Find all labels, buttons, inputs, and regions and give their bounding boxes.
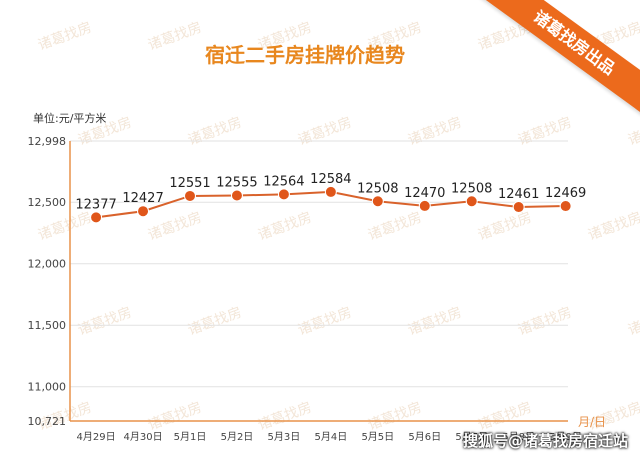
watermark-text: 诸葛找房 xyxy=(296,305,354,339)
watermark-text: 诸葛找房 xyxy=(296,115,354,149)
watermark-text: 诸葛找房 xyxy=(406,305,464,339)
data-point xyxy=(371,195,384,208)
data-label: 12551 xyxy=(169,176,210,191)
data-label: 12564 xyxy=(263,174,304,189)
watermark-text: 诸葛找房 xyxy=(146,20,204,54)
unit-label: 单位:元/平方米 xyxy=(33,111,106,125)
data-point xyxy=(418,199,431,212)
data-label: 12470 xyxy=(404,186,445,201)
data-points xyxy=(90,185,572,224)
y-tick-label: 11,500 xyxy=(28,319,67,332)
data-point xyxy=(465,195,478,208)
x-tick-label: 5月2日 xyxy=(221,431,254,443)
watermark-text: 诸葛找房 xyxy=(406,115,464,149)
watermark-text: 诸葛找房 xyxy=(146,210,204,244)
watermark-text: 诸葛找房 xyxy=(626,115,640,149)
y-tick-label: 11,000 xyxy=(28,381,67,394)
watermark-text: 诸葛找房 xyxy=(476,210,534,244)
data-point xyxy=(137,205,150,218)
watermark-text: 诸葛找房 xyxy=(516,115,574,149)
y-tick-label: 12,000 xyxy=(28,258,67,271)
y-tick-label: 12,998 xyxy=(28,135,67,148)
data-label: 12377 xyxy=(75,197,116,212)
data-point xyxy=(230,189,243,202)
watermark-text: 诸葛找房 xyxy=(256,400,314,434)
data-point xyxy=(559,200,572,213)
x-tick-label: 4月29日 xyxy=(77,431,116,443)
chart-title: 宿迁二手房挂牌价趋势 xyxy=(205,43,405,67)
x-tick-label: 5月4日 xyxy=(314,431,347,443)
data-label: 12555 xyxy=(216,175,257,190)
x-tick-label: 5月3日 xyxy=(268,431,301,443)
watermark-text: 诸葛找房 xyxy=(476,400,534,434)
x-axis-ticks: 4月29日 4月30日 5月1日 5月2日 5月3日 5月4日 5月5日 5月6日 5月7日 5月… xyxy=(77,431,582,443)
watermark-text: 诸葛找房 xyxy=(586,210,640,244)
y-tick-label: 12,500 xyxy=(28,196,67,209)
data-label: 12508 xyxy=(357,181,398,196)
watermark-text: 诸葛找房 xyxy=(36,20,94,54)
watermark-text: 诸葛找房 xyxy=(366,210,424,244)
x-tick-label: 5月6日 xyxy=(408,431,441,443)
x-tick-label: 5月7日 xyxy=(455,431,488,443)
x-tick-label: 5月5日 xyxy=(361,431,394,443)
data-point xyxy=(90,211,103,224)
watermark-text: 诸葛找房 xyxy=(256,210,314,244)
data-labels: 12377 12427 12551 12555 12564 12584 12508 12470… xyxy=(75,172,586,212)
source-credit: 搜狐号@诸葛找房宿迁站 xyxy=(462,432,628,450)
watermark-text: 诸葛找房 xyxy=(146,400,204,434)
data-point xyxy=(183,189,196,202)
watermark-text: 诸葛找房 xyxy=(186,115,244,149)
watermark-text: 诸葛找房 xyxy=(186,305,244,339)
x-axis-label: 月/日 xyxy=(578,415,606,429)
watermark-text: 诸葛找房 xyxy=(76,305,134,339)
data-label: 12469 xyxy=(545,186,586,201)
watermark-text: 诸葛找房 xyxy=(516,305,574,339)
x-tick-label: 5月9日 xyxy=(549,431,582,443)
x-tick-label: 4月30日 xyxy=(123,431,162,443)
data-label: 12584 xyxy=(310,172,351,187)
watermark-text: 诸葛找房 xyxy=(626,305,640,339)
data-label: 12508 xyxy=(451,181,492,196)
data-point xyxy=(324,185,337,198)
watermark-text: 诸葛找房 xyxy=(366,400,424,434)
data-point xyxy=(277,188,290,201)
data-label: 12461 xyxy=(498,187,539,202)
x-tick-label: 5月1日 xyxy=(174,431,207,443)
x-tick-label: 5月8日 xyxy=(502,431,535,443)
watermark-text: 诸葛找房 xyxy=(36,210,94,244)
y-tick-label: 10,721 xyxy=(28,415,67,428)
data-label: 12427 xyxy=(122,191,163,206)
y-axis-ticks: 10,721 11,000 11,500 12,000 12,500 12,998 xyxy=(28,135,67,428)
data-point xyxy=(512,201,525,214)
